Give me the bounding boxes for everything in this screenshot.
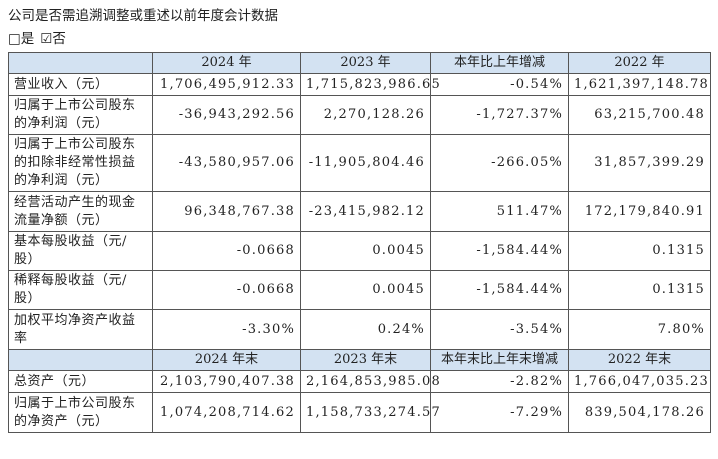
cell: 2022 年末 — [568, 349, 711, 371]
cell: 2024 年末 — [152, 349, 301, 371]
cell: 2022 年 — [568, 52, 711, 74]
cell: 加权平均净资产收益率 — [8, 309, 153, 350]
title: 公司是否需追溯调整或重述以前年度会计数据 — [8, 8, 278, 24]
cell: -0.54% — [430, 73, 569, 96]
row: 稀释每股收益（元/股） -0.0668 0.0045 -1,584.44% 0.1315 — [8, 270, 711, 310]
cell: 1,706,495,912.33 — [152, 73, 301, 96]
cell: 1,074,208,714.62 — [152, 392, 301, 433]
cell: 2024 年 — [152, 52, 301, 74]
cell: 归属于上市公司股东的扣除非经常性损益的净利润（元） — [8, 134, 153, 192]
cell: 本年比上年增减 — [430, 52, 569, 74]
cell: 1,715,823,986.65 — [300, 73, 440, 96]
cell: -0.0668 — [152, 231, 301, 271]
cell: 归属于上市公司股东的净利润（元） — [8, 95, 153, 135]
cell: 1,621,397,148.78 — [568, 73, 711, 96]
cell: -0.0668 — [152, 270, 301, 310]
cell: -36,943,292.56 — [152, 95, 301, 135]
cell: -266.05% — [430, 134, 569, 192]
cell: 营业收入（元） — [8, 73, 153, 96]
cell: 2023 年末 — [300, 349, 431, 371]
cell: -11,905,804.46 — [300, 134, 431, 192]
cell: 2,164,853,985.08 — [300, 370, 440, 393]
cell: -7.29% — [430, 392, 569, 433]
cell: 0.1315 — [568, 270, 711, 310]
cell: -3.30% — [152, 309, 301, 350]
row: 经营活动产生的现金流量净额（元） 96,348,767.38 -23,415,982… — [8, 191, 711, 232]
cell: -23,415,982.12 — [300, 191, 431, 232]
cell: -1,584.44% — [430, 231, 569, 271]
cell: -2.82% — [430, 370, 569, 393]
cell: 839,504,178.26 — [568, 392, 711, 433]
row: 加权平均净资产收益率 -3.30% 0.24% -3.54% 7.80% — [8, 309, 711, 350]
cell: 0.0045 — [300, 270, 431, 310]
cell: 2023 年 — [300, 52, 431, 74]
cell: 0.0045 — [300, 231, 431, 271]
cell: 96,348,767.38 — [152, 191, 301, 232]
cell: 经营活动产生的现金流量净额（元） — [8, 191, 153, 232]
row: 归属于上市公司股东的扣除非经常性损益的净利润（元） -43,580,957.06-… — [8, 134, 711, 192]
cell: 511.47% — [430, 191, 569, 232]
row: 营业收入（元） 1,706,495,912.33 1,715,823,986.65-… — [8, 73, 711, 96]
cell — [8, 52, 153, 74]
options: □是 ☑否 — [8, 27, 72, 47]
cell: 总资产（元） — [8, 370, 153, 393]
cell: 归属于上市公司股东的净资产（元） — [8, 392, 153, 433]
header-row: 2024 年末 2023 年末 本年末比上年末增减 2022 年末 — [8, 349, 711, 371]
row: 总资产（元） 2,103,790,407.38 2,164,853,985.08 -2… — [8, 370, 711, 393]
cell: 基本每股收益（元/股） — [8, 231, 153, 271]
cell: 2,270,128.26 — [300, 95, 431, 135]
row: 归属于上市公司股东的净利润（元） -36,943,292.56 2,270,128.… — [8, 95, 711, 135]
cell: -3.54% — [430, 309, 569, 350]
cell: 1,158,733,274.57 — [300, 392, 440, 433]
row: 归属于上市公司股东的净资产（元） 1,074,208,714.62 1,158,73… — [8, 392, 711, 433]
cell: 稀释每股收益（元/股） — [8, 270, 153, 310]
header-row: 2024 年 2023 年本年比上年增减 2022 年 — [8, 52, 711, 74]
cell: -1,584.44% — [430, 270, 569, 310]
cell — [8, 349, 153, 371]
cell: 2,103,790,407.38 — [152, 370, 301, 393]
cell: -1,727.37% — [430, 95, 569, 135]
cell: 7.80% — [568, 309, 711, 350]
cell: 本年末比上年末增减 — [430, 349, 569, 371]
cell: 0.24% — [300, 309, 431, 350]
cell: 63,215,700.48 — [568, 95, 711, 135]
row: 基本每股收益（元/股） -0.0668 0.0045 -1,584.44% 0.1315 — [8, 231, 711, 271]
cell: 0.1315 — [568, 231, 711, 271]
cell: -43,580,957.06 — [152, 134, 301, 192]
option: □是 — [8, 31, 35, 47]
cell: 1,766,047,035.23 — [568, 370, 711, 393]
option: ☑否 — [40, 31, 66, 47]
table: 2024 年 2023 年本年比上年增减 2022 年营业收入（元） 1,706,49… — [8, 52, 711, 433]
cell: 172,179,840.91 — [568, 191, 711, 232]
cell: 31,857,399.29 — [568, 134, 711, 192]
